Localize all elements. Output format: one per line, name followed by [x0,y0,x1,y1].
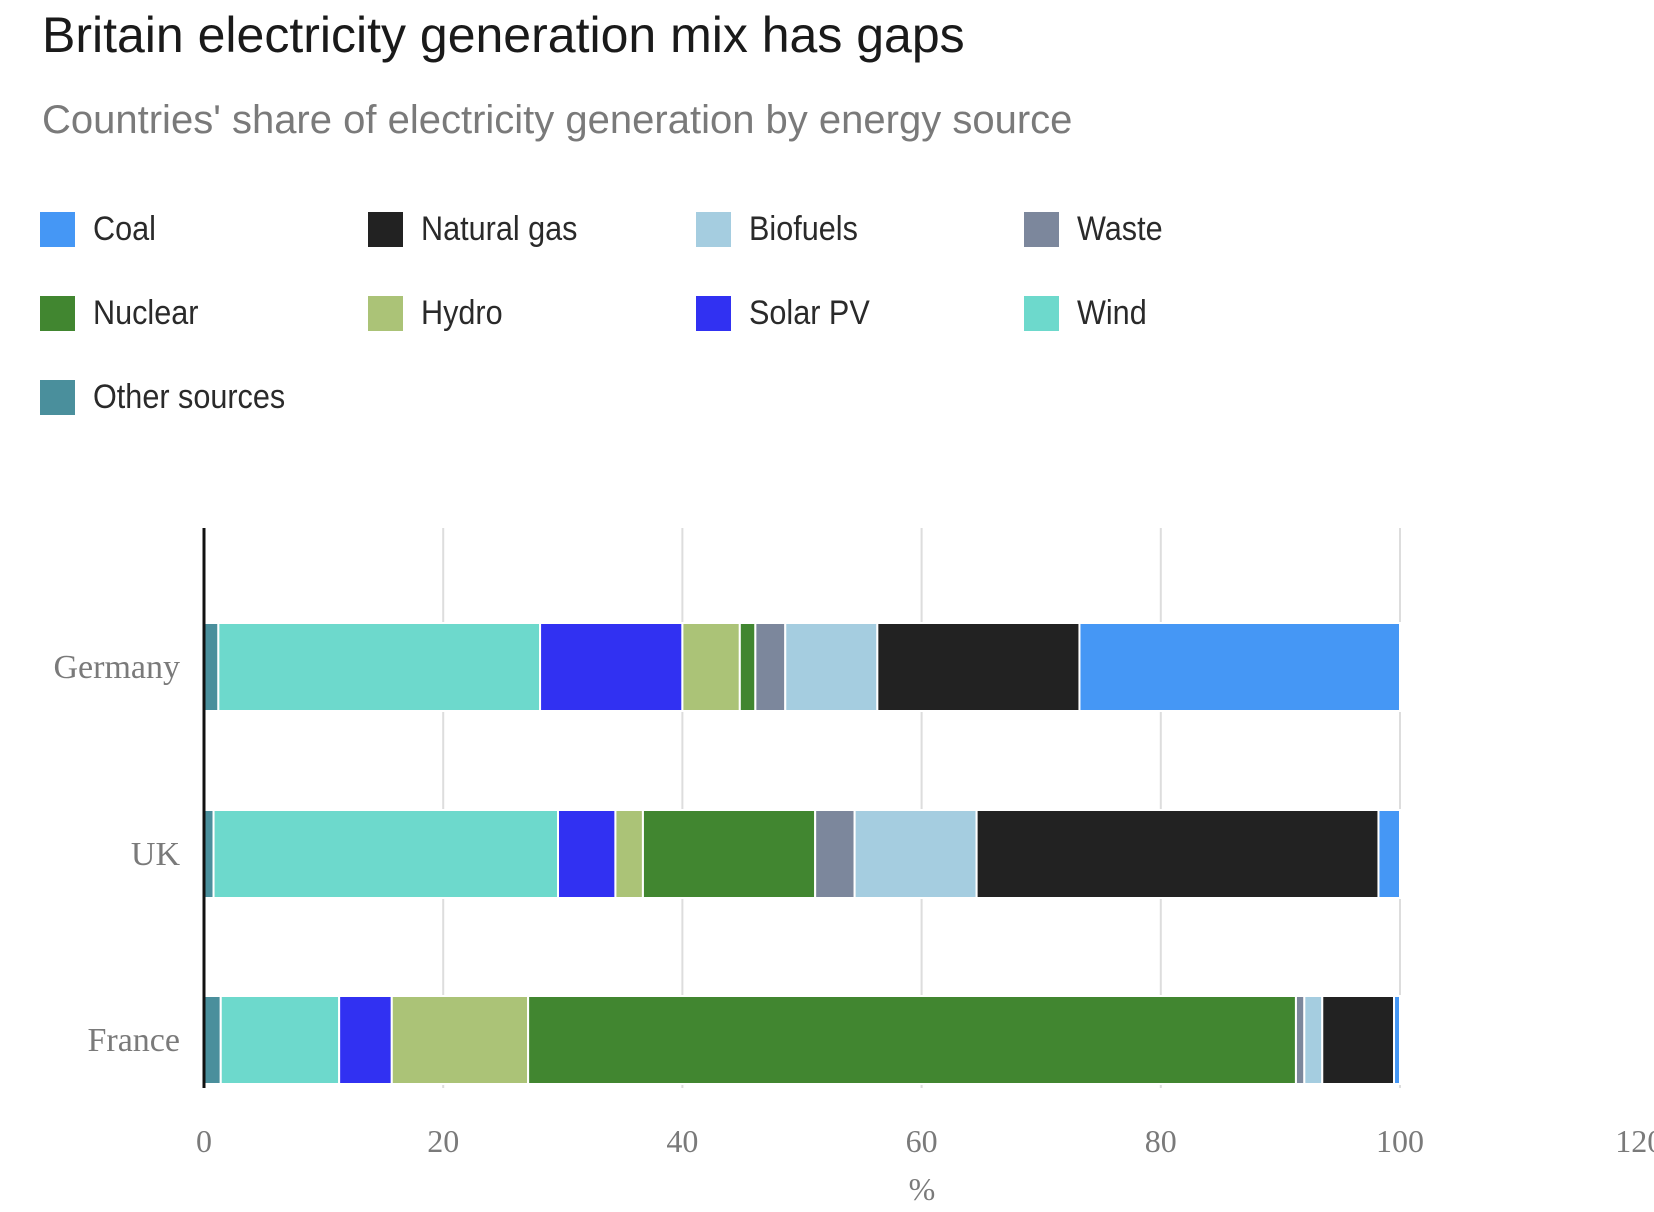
bar-uk-natural-gas [975,809,1380,899]
legend-swatch-waste [1024,211,1059,247]
legend-item-hydro: Hydro [368,294,696,332]
legend-swatch-hydro [368,295,403,331]
legend-label-solar-pv: Solar PV [749,293,870,332]
x-tick-label-20: 20 [427,1123,459,1159]
legend-swatch-nuclear [40,295,75,331]
x-tick-label-40: 40 [666,1123,698,1159]
legend-swatch-wind [1024,295,1059,331]
bar-germany-wind [217,622,542,712]
bar-france-natural-gas [1321,995,1396,1085]
legend-label-hydro: Hydro [421,293,503,332]
legend-item-coal: Coal [40,210,368,248]
bars [203,622,1402,1085]
legend-label-waste: Waste [1077,209,1163,248]
category-labels: Germany UK France [53,649,180,1059]
bar-france-waste [1294,995,1306,1085]
bar-germany-waste [754,622,787,712]
legend-item-wind: Wind [1024,294,1352,332]
bar-uk-hydro [614,809,644,899]
x-tick-label-80: 80 [1145,1123,1177,1159]
bar-germany-biofuels [784,622,879,712]
legend-label-natural-gas: Natural gas [421,209,578,248]
bar-france-other-sources [203,995,222,1085]
x-axis-title: % [909,1171,936,1207]
gridlines [442,528,1401,1088]
bar-uk-biofuels [853,809,978,899]
legend-item-solar-pv: Solar PV [696,294,1024,332]
bar-france-solar-pv [338,995,393,1085]
legend-label-other-sources: Other sources [93,377,286,416]
bar-germany-other-sources [203,622,220,712]
legend-item-natural-gas: Natural gas [368,210,696,248]
category-label-uk: UK [131,836,181,873]
legend-swatch-other-sources [40,379,75,415]
legend-label-wind: Wind [1077,293,1147,332]
x-tick-label-120: 120 [1615,1123,1654,1159]
legend-item-nuclear: Nuclear [40,294,368,332]
bar-uk-waste [814,809,856,899]
chart-subtitle: Countries' share of electricity generati… [42,98,1073,142]
legend: Coal Natural gas Biofuels Waste Nuclear … [40,210,1370,416]
bar-germany-nuclear [738,622,757,712]
bar-uk-wind [212,809,560,899]
bar-uk-coal [1377,809,1402,899]
legend-item-biofuels: Biofuels [696,210,1024,248]
legend-label-nuclear: Nuclear [93,293,199,332]
bar-france-coal [1393,995,1402,1085]
legend-swatch-solar-pv [696,295,731,331]
bar-france-hydro [390,995,530,1085]
category-label-france: France [87,1022,180,1059]
legend-swatch-natural-gas [368,211,403,247]
bar-germany-hydro [681,622,741,712]
legend-item-waste: Waste [1024,210,1352,248]
x-tick-label-60: 60 [906,1123,938,1159]
legend-item-other-sources: Other sources [40,378,368,416]
bar-germany-solar-pv [539,622,684,712]
x-tick-label-0: 0 [196,1123,212,1159]
legend-label-coal: Coal [93,209,156,248]
bar-france-biofuels [1303,995,1324,1085]
x-tick-label-100: 100 [1376,1123,1424,1159]
x-tick-labels: 0 20 40 60 80 100 120 [196,1123,1654,1159]
legend-swatch-biofuels [696,211,731,247]
bar-france-nuclear [527,995,1297,1085]
bar-uk-solar-pv [557,809,617,899]
legend-label-biofuels: Biofuels [749,209,858,248]
chart-title: Britain electricity generation mix has g… [42,7,965,63]
bar-germany-natural-gas [876,622,1081,712]
category-label-germany: Germany [53,649,180,686]
bar-germany-coal [1078,622,1402,712]
bar-uk-nuclear [641,809,817,899]
bar-france-wind [219,995,341,1085]
legend-swatch-coal [40,211,75,247]
